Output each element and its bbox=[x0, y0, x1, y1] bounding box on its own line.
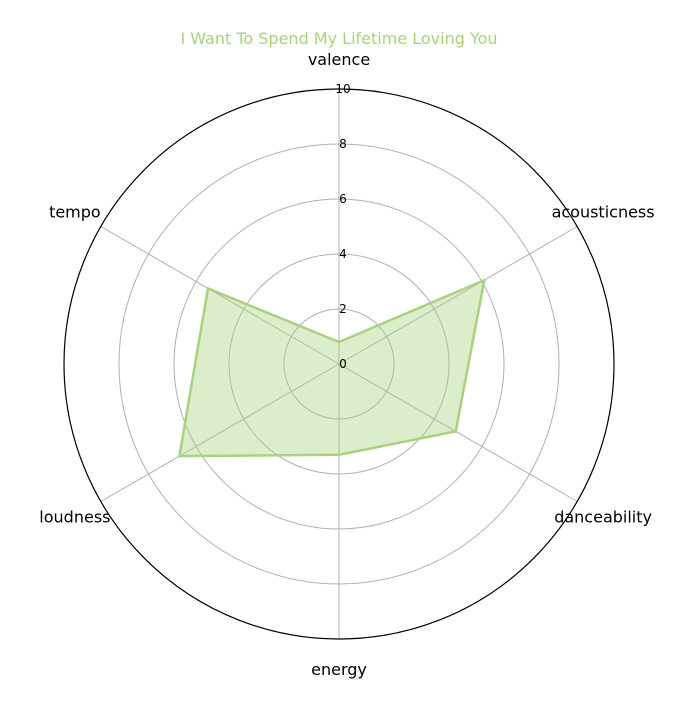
grid-ring-8 bbox=[118, 143, 560, 585]
outer-frame bbox=[63, 88, 615, 640]
grid bbox=[63, 88, 615, 640]
r-tick-label: 2 bbox=[339, 302, 347, 316]
axis-label-tempo: tempo bbox=[49, 203, 101, 222]
r-tick-label: 6 bbox=[339, 192, 347, 206]
axis-label-valence: valence bbox=[308, 50, 370, 69]
radial-ticks: 0 2 4 6 8 10 bbox=[335, 82, 350, 371]
r-tick-label: 8 bbox=[339, 137, 347, 151]
grid-ring-2 bbox=[283, 308, 395, 420]
axis-labels: valence acousticness danceability energy lou… bbox=[39, 50, 654, 679]
spoke-loudness bbox=[100, 363, 340, 502]
r-tick-label: 4 bbox=[339, 247, 347, 261]
axis-label-energy: energy bbox=[311, 660, 367, 679]
spoke-tempo bbox=[100, 226, 340, 365]
series-layer bbox=[178, 278, 486, 458]
spoke-acousticness bbox=[338, 226, 578, 365]
grid-ring-4 bbox=[228, 253, 450, 475]
grid-ring-6 bbox=[173, 198, 505, 530]
axis-label-acousticness: acousticness bbox=[552, 203, 655, 222]
axis-label-loudness: loudness bbox=[39, 508, 110, 527]
chart-title: I Want To Spend My Lifetime Loving You bbox=[180, 29, 497, 48]
axis-label-danceability: danceability bbox=[554, 508, 652, 527]
series-area bbox=[178, 278, 486, 458]
r-tick-label: 10 bbox=[335, 82, 350, 96]
spoke-danceability bbox=[338, 363, 578, 502]
r-tick-label: 0 bbox=[339, 357, 347, 371]
